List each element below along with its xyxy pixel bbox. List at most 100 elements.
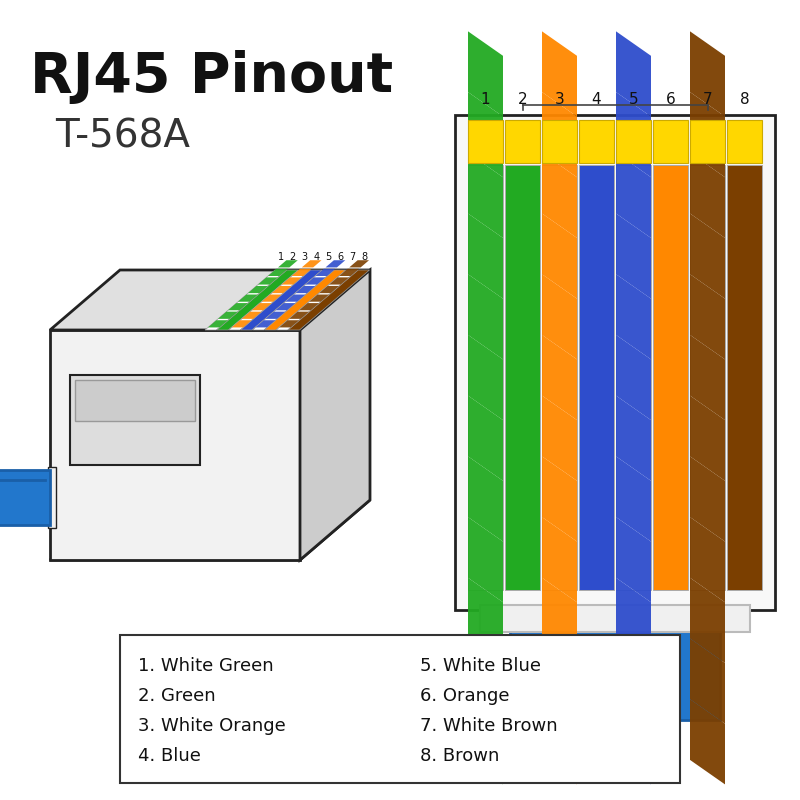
Polygon shape <box>319 286 339 293</box>
Polygon shape <box>542 31 577 117</box>
Polygon shape <box>616 578 651 663</box>
Text: 6: 6 <box>666 92 675 107</box>
Polygon shape <box>278 260 298 267</box>
Polygon shape <box>205 270 286 330</box>
Bar <box>579 165 614 590</box>
Polygon shape <box>310 294 329 302</box>
Bar <box>616 165 651 590</box>
Polygon shape <box>255 320 275 327</box>
Polygon shape <box>468 517 503 602</box>
Polygon shape <box>253 270 334 330</box>
Polygon shape <box>315 269 335 276</box>
Polygon shape <box>295 286 315 293</box>
Text: T-568A: T-568A <box>55 118 190 156</box>
Polygon shape <box>288 270 370 330</box>
Polygon shape <box>50 500 370 560</box>
Polygon shape <box>542 92 577 178</box>
Polygon shape <box>232 320 251 327</box>
Polygon shape <box>262 294 282 302</box>
Text: 3: 3 <box>554 92 564 107</box>
Polygon shape <box>468 92 503 178</box>
Polygon shape <box>690 214 725 298</box>
Polygon shape <box>282 278 302 285</box>
Polygon shape <box>326 260 346 267</box>
Polygon shape <box>616 456 651 542</box>
Polygon shape <box>542 517 577 602</box>
Text: 7. White Brown: 7. White Brown <box>420 717 558 735</box>
Bar <box>48 467 56 528</box>
Polygon shape <box>350 260 369 267</box>
Polygon shape <box>208 320 228 327</box>
Polygon shape <box>468 274 503 359</box>
Polygon shape <box>468 214 503 298</box>
Polygon shape <box>468 578 503 663</box>
Text: 3: 3 <box>302 252 308 262</box>
Bar <box>70 375 200 465</box>
Polygon shape <box>616 92 651 178</box>
Bar <box>653 120 688 163</box>
Polygon shape <box>542 456 577 542</box>
Polygon shape <box>279 320 299 327</box>
Polygon shape <box>542 396 577 481</box>
Text: 8: 8 <box>361 252 367 262</box>
Text: 5: 5 <box>629 92 638 107</box>
Polygon shape <box>266 312 286 319</box>
Polygon shape <box>258 278 278 285</box>
Bar <box>727 165 762 590</box>
Text: 4. Blue: 4. Blue <box>138 747 201 765</box>
Bar <box>616 120 651 163</box>
Text: 2. Green: 2. Green <box>138 687 216 705</box>
Polygon shape <box>542 274 577 359</box>
Polygon shape <box>468 396 503 481</box>
Polygon shape <box>690 92 725 178</box>
Text: 5. White Blue: 5. White Blue <box>420 657 541 675</box>
Polygon shape <box>690 699 725 784</box>
Polygon shape <box>616 31 651 117</box>
Bar <box>50 330 300 560</box>
Polygon shape <box>292 269 311 276</box>
Polygon shape <box>690 638 725 724</box>
Bar <box>468 120 503 163</box>
Polygon shape <box>616 396 651 481</box>
Bar <box>468 165 503 590</box>
Polygon shape <box>690 153 725 238</box>
Polygon shape <box>302 260 322 267</box>
Polygon shape <box>690 31 725 117</box>
Polygon shape <box>290 312 309 319</box>
Bar <box>510 595 720 720</box>
Polygon shape <box>264 270 346 330</box>
Polygon shape <box>542 153 577 238</box>
Polygon shape <box>690 335 725 420</box>
Text: 4: 4 <box>592 92 602 107</box>
Polygon shape <box>616 517 651 602</box>
Text: 1: 1 <box>481 92 490 107</box>
Bar <box>542 120 577 163</box>
Polygon shape <box>616 153 651 238</box>
Polygon shape <box>300 270 370 560</box>
Polygon shape <box>248 286 268 293</box>
Polygon shape <box>50 270 370 330</box>
Text: RJ45 Pinout: RJ45 Pinout <box>30 50 393 104</box>
Polygon shape <box>242 312 262 319</box>
Text: 1: 1 <box>278 252 284 262</box>
Polygon shape <box>690 578 725 663</box>
Polygon shape <box>542 335 577 420</box>
Bar <box>542 165 577 590</box>
Polygon shape <box>299 303 319 310</box>
Polygon shape <box>238 294 258 302</box>
Bar <box>505 165 540 590</box>
Text: 6. Orange: 6. Orange <box>420 687 510 705</box>
Text: 8: 8 <box>740 92 750 107</box>
Polygon shape <box>218 312 238 319</box>
Polygon shape <box>616 699 651 784</box>
Polygon shape <box>306 278 326 285</box>
Bar <box>690 120 725 163</box>
Text: 4: 4 <box>314 252 320 262</box>
Polygon shape <box>468 699 503 784</box>
Polygon shape <box>542 699 577 784</box>
Polygon shape <box>690 274 725 359</box>
Polygon shape <box>276 270 358 330</box>
Text: 3. White Orange: 3. White Orange <box>138 717 286 735</box>
Polygon shape <box>330 278 349 285</box>
Bar <box>120 635 680 783</box>
